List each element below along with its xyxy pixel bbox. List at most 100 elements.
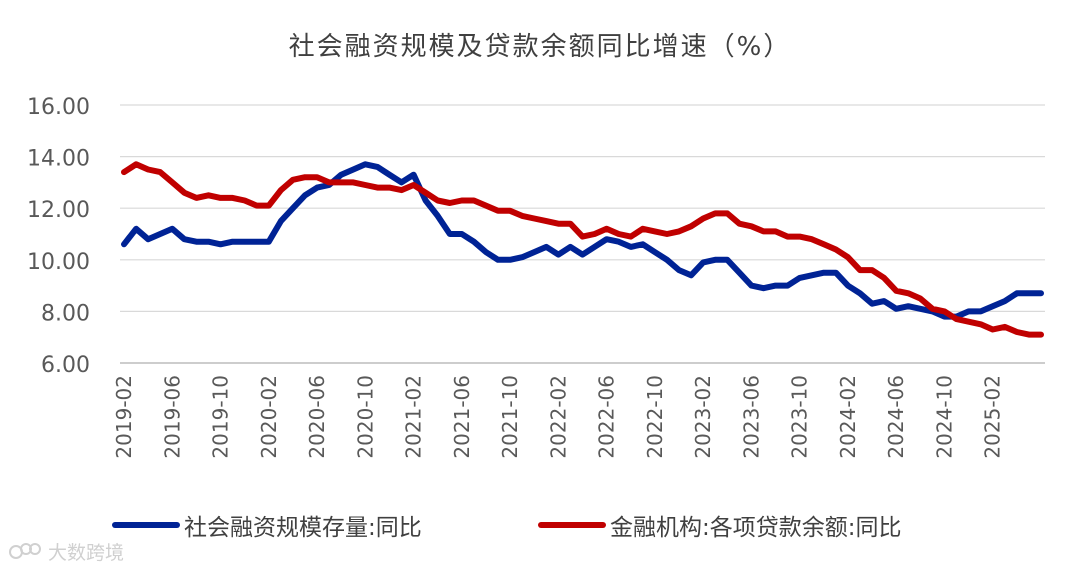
data-point (352, 169, 354, 170)
data-point (256, 241, 258, 243)
x-tick-label: 2021-06 (450, 375, 474, 459)
data-point (220, 197, 221, 199)
data-point (557, 223, 559, 225)
x-tick-label: 2023-06 (739, 375, 763, 459)
data-point (376, 187, 378, 189)
data-point (642, 228, 644, 230)
data-point (316, 176, 318, 178)
data-point (895, 290, 897, 292)
data-point (437, 215, 439, 217)
data-point (594, 233, 596, 235)
data-point (376, 166, 378, 168)
data-point (666, 259, 668, 261)
x-tick-label: 2021-10 (498, 375, 522, 459)
data-point (726, 259, 728, 261)
data-point (835, 249, 837, 250)
data-point (690, 274, 692, 276)
data-point (195, 241, 197, 243)
data-point (425, 192, 427, 194)
data-point (630, 236, 632, 238)
data-point (232, 241, 234, 243)
data-point (847, 256, 849, 258)
x-tick-label: 2019-02 (112, 375, 136, 459)
data-point (702, 261, 704, 263)
data-point (123, 243, 125, 245)
data-point (738, 223, 740, 225)
data-point (811, 274, 813, 276)
watermark: 大数跨境 (8, 538, 124, 565)
data-point (775, 230, 777, 232)
data-point (280, 189, 282, 191)
data-point (557, 254, 559, 256)
data-point (569, 223, 571, 225)
data-point (811, 238, 813, 240)
data-point (183, 192, 185, 194)
data-point (968, 310, 970, 312)
data-point (135, 163, 137, 165)
data-point (654, 230, 656, 232)
data-point (340, 181, 342, 183)
data-point (232, 197, 234, 199)
data-point (1004, 300, 1006, 302)
data-point (280, 220, 282, 222)
data-point (208, 241, 209, 243)
data-point (413, 174, 415, 176)
data-point (980, 310, 982, 312)
data-point (799, 277, 801, 279)
legend-swatch-loan-balance (538, 522, 606, 528)
data-point (1040, 292, 1042, 294)
data-point (919, 308, 921, 310)
data-point (895, 308, 897, 310)
data-point (521, 215, 523, 217)
data-point (690, 225, 692, 227)
y-tick-label: 12.00 (27, 198, 90, 223)
data-point (437, 200, 439, 201)
x-tick-label: 2022-10 (643, 375, 667, 459)
data-point (1016, 292, 1018, 294)
data-point (171, 181, 173, 183)
data-point (364, 184, 366, 186)
data-point (1016, 331, 1018, 333)
data-point (919, 298, 921, 299)
legend-label-loan-balance: 金融机构:各项贷款余额:同比 (610, 515, 902, 541)
data-point (497, 210, 499, 212)
y-tick-label: 16.00 (27, 95, 90, 120)
x-tick-label: 2019-10 (209, 375, 233, 459)
data-point (606, 228, 608, 230)
data-point (714, 212, 716, 214)
watermark-logo-icon (9, 542, 41, 559)
data-point (147, 238, 149, 240)
data-point (208, 194, 209, 196)
data-point (618, 241, 620, 243)
legend-item-social-financing: 社会融资规模存量:同比 (112, 508, 422, 542)
data-point (401, 189, 402, 191)
series-layer (121, 161, 1044, 338)
data-point (388, 187, 390, 189)
data-point (799, 236, 801, 238)
data-point (968, 321, 970, 323)
data-point (847, 285, 849, 287)
data-point (388, 174, 390, 176)
data-point (485, 205, 487, 207)
data-point (461, 200, 463, 201)
y-tick-label: 14.00 (27, 147, 90, 172)
data-point (823, 243, 825, 245)
data-point (521, 256, 523, 258)
data-point (316, 187, 318, 189)
x-tick-label: 2024-02 (836, 375, 860, 459)
data-point (750, 285, 752, 287)
data-point (787, 285, 789, 287)
data-point (582, 254, 583, 256)
data-point (533, 251, 535, 253)
data-point (569, 246, 571, 248)
data-point (545, 246, 547, 248)
y-tick-label: 10.00 (27, 250, 90, 275)
x-tick-label: 2024-10 (932, 375, 956, 459)
x-tick-label: 2023-10 (788, 375, 812, 459)
data-point (425, 200, 427, 201)
data-point (545, 220, 547, 222)
data-point (726, 212, 728, 214)
data-point (449, 233, 451, 235)
data-point (256, 205, 258, 207)
data-point (775, 285, 777, 287)
